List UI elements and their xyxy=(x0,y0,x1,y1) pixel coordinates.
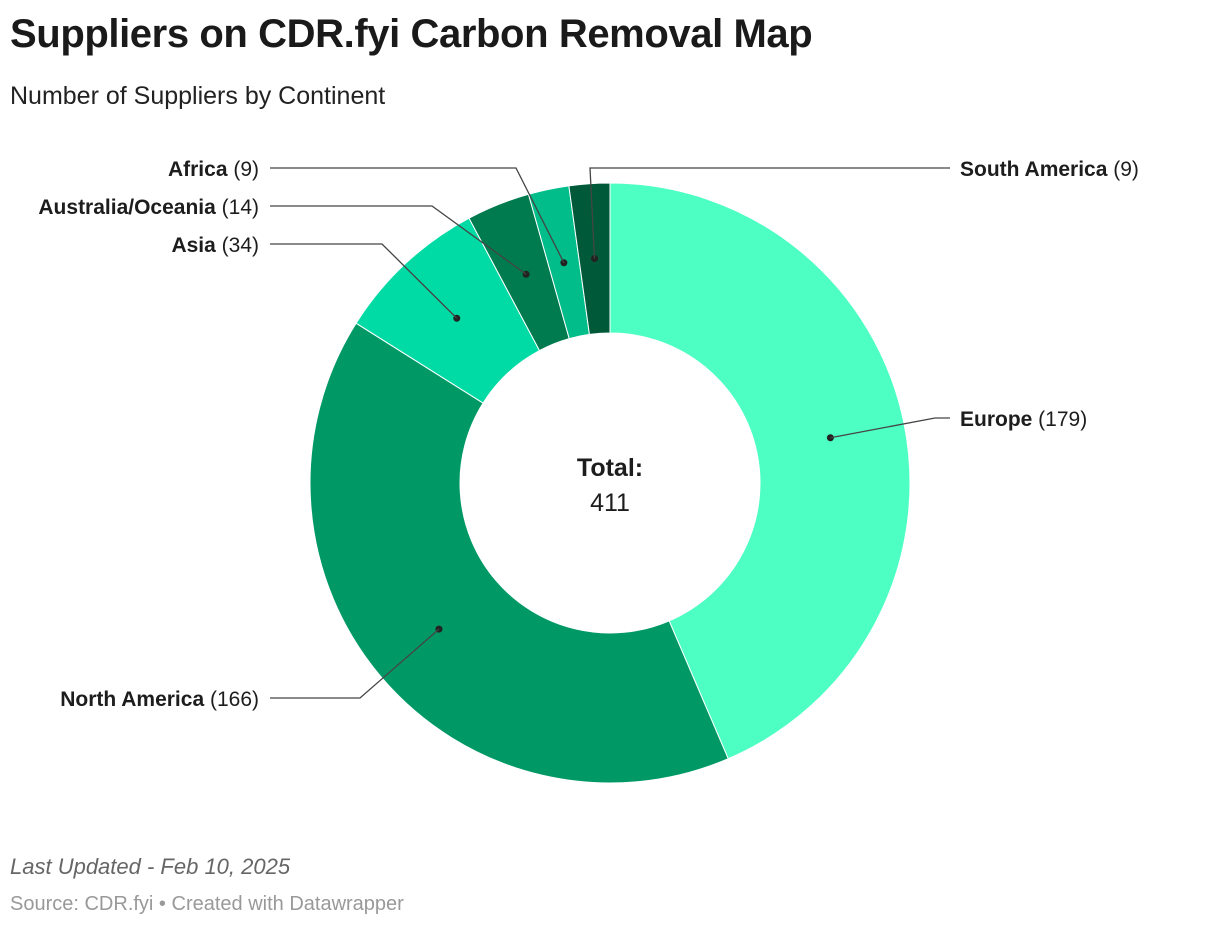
slice-label-name: Australia/Oceania xyxy=(38,196,216,219)
slice-labels: Europe (179) North America (166) Asia (34)… xyxy=(38,158,1139,711)
source-text: Source: CDR.fyi xyxy=(10,893,154,915)
last-updated-note: Last Updated - Feb 10, 2025 xyxy=(10,854,291,879)
slice-label-australia-oceania: Australia/Oceania (14) xyxy=(38,196,259,219)
center-value: 411 xyxy=(590,489,630,517)
leader-line-australia-oceania xyxy=(270,205,527,275)
slice-label-value: (9) xyxy=(1107,158,1139,181)
leader-line-north-america xyxy=(270,628,440,699)
slice-label-south-america: South America (9) xyxy=(960,158,1139,181)
slice-label-value: (14) xyxy=(216,196,259,219)
slice-label-value: (179) xyxy=(1032,408,1087,431)
slice-label-name: South America xyxy=(960,158,1108,181)
slice-label-europe: Europe (179) xyxy=(960,408,1087,431)
leader-line-africa xyxy=(270,167,565,264)
leader-line-south-america xyxy=(589,167,950,259)
slice-south-america xyxy=(568,182,611,335)
slice-label-name: North America xyxy=(60,688,204,711)
chart-title: Suppliers on CDR.fyi Carbon Removal Map xyxy=(10,12,813,56)
chart-subtitle: Number of Suppliers by Continent xyxy=(10,82,386,110)
slice-label-value: (34) xyxy=(216,234,259,257)
slice-label-name: Africa xyxy=(168,158,228,181)
slice-label-north-america: North America (166) xyxy=(60,688,259,711)
leader-line-asia xyxy=(270,243,458,319)
slice-label-value: (9) xyxy=(228,158,260,181)
slice-north-america xyxy=(309,322,729,784)
leader-line-europe xyxy=(830,417,950,439)
slice-label-value: (166) xyxy=(204,688,259,711)
slice-label-asia: Asia (34) xyxy=(171,234,259,257)
slice-label-name: Europe xyxy=(960,408,1032,431)
leader-lines xyxy=(270,167,950,699)
center-label: Total: xyxy=(577,454,643,482)
donut-chart: Europe (179) North America (166) Asia (34)… xyxy=(38,158,1139,784)
slice-label-africa: Africa (9) xyxy=(168,158,259,181)
source-line: Source: CDR.fyi • Created with Datawrapp… xyxy=(10,893,404,916)
slice-label-name: Asia xyxy=(171,234,216,257)
source-separator: • xyxy=(153,893,172,915)
slice-europe xyxy=(609,182,911,760)
credit-text: Created with Datawrapper xyxy=(171,893,404,915)
donut-slices xyxy=(309,182,911,784)
